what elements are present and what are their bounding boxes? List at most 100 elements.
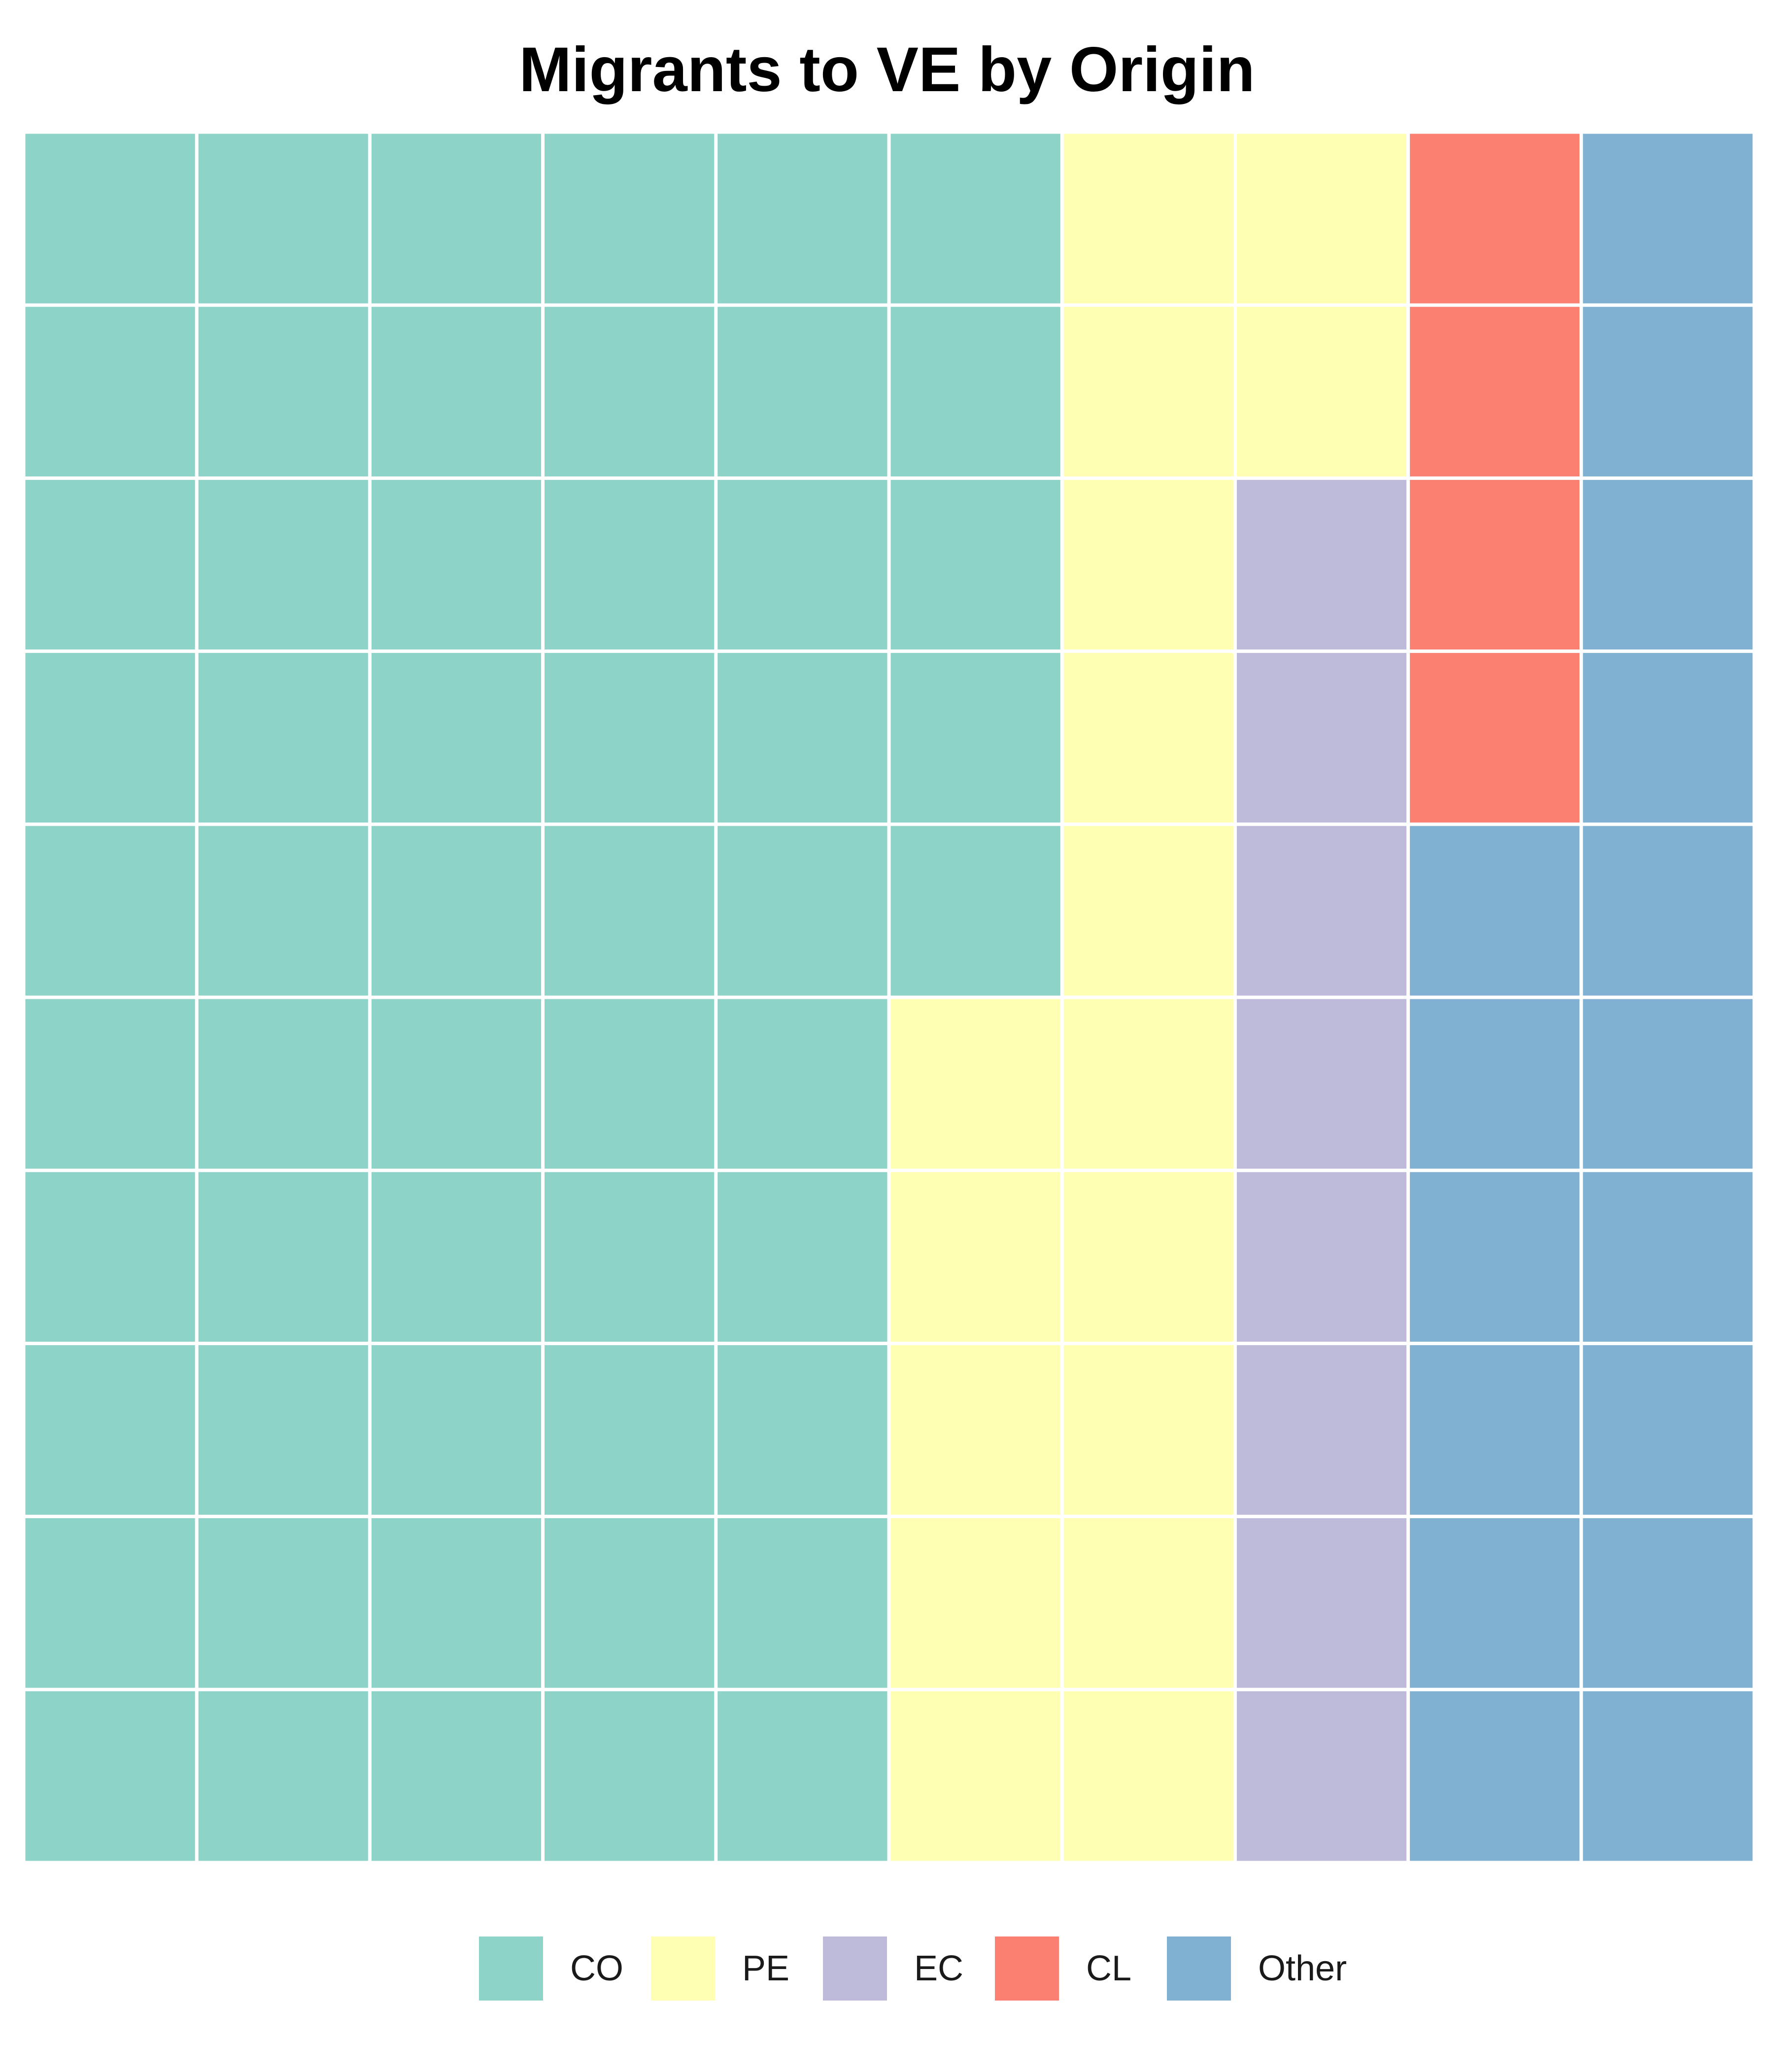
- waffle-cell-co: [198, 1172, 368, 1342]
- waffle-cell-co: [717, 1518, 887, 1688]
- waffle-cell-ec: [1236, 1691, 1407, 1861]
- waffle-cell-co: [198, 999, 368, 1169]
- waffle-cell-pe: [1063, 134, 1233, 304]
- waffle-cell-co: [545, 826, 715, 996]
- waffle-cell-other: [1410, 826, 1580, 996]
- waffle-cell-co: [371, 999, 542, 1169]
- waffle-cell-co: [25, 134, 195, 304]
- waffle-cell-co: [25, 653, 195, 823]
- waffle-cell-co: [371, 653, 542, 823]
- waffle-cell-ec: [1236, 653, 1407, 823]
- waffle-cell-pe: [890, 1172, 1060, 1342]
- waffle-cell-other: [1410, 999, 1580, 1169]
- waffle-cell-co: [25, 1172, 195, 1342]
- waffle-cell-co: [371, 826, 542, 996]
- waffle-cell-pe: [1063, 999, 1233, 1169]
- waffle-cell-co: [890, 826, 1060, 996]
- waffle-cell-co: [198, 1691, 368, 1861]
- waffle-cell-pe: [1063, 1518, 1233, 1688]
- waffle-cell-co: [371, 479, 542, 650]
- waffle-cell-co: [371, 1172, 542, 1342]
- waffle-cell-co: [717, 134, 887, 304]
- waffle-cell-ec: [1236, 826, 1407, 996]
- waffle-cell-pe: [890, 1691, 1060, 1861]
- waffle-cell-co: [25, 1518, 195, 1688]
- chart-title: Migrants to VE by Origin: [519, 34, 1255, 105]
- waffle-cell-cl: [1410, 653, 1580, 823]
- waffle-cell-co: [545, 1691, 715, 1861]
- waffle-cell-co: [371, 1518, 542, 1688]
- waffle-cell-other: [1410, 1518, 1580, 1688]
- waffle-cell-co: [371, 134, 542, 304]
- waffle-cell-other: [1410, 1345, 1580, 1515]
- waffle-cell-pe: [890, 999, 1060, 1169]
- waffle-cell-co: [717, 1345, 887, 1515]
- waffle-cell-pe: [1063, 1172, 1233, 1342]
- waffle-cell-ec: [1236, 1345, 1407, 1515]
- waffle-cell-co: [198, 134, 368, 304]
- waffle-cell-pe: [1236, 134, 1407, 304]
- waffle-cell-cl: [1410, 479, 1580, 650]
- waffle-cell-co: [717, 1172, 887, 1342]
- waffle-cell-co: [25, 999, 195, 1169]
- waffle-cell-other: [1583, 479, 1753, 650]
- waffle-cell-co: [371, 306, 542, 476]
- waffle-cell-co: [25, 306, 195, 476]
- waffle-cell-co: [25, 826, 195, 996]
- waffle-cell-pe: [1063, 653, 1233, 823]
- waffle-cell-ec: [1236, 1172, 1407, 1342]
- waffle-cell-pe: [1063, 479, 1233, 650]
- waffle-cell-co: [371, 1345, 542, 1515]
- waffle-cell-co: [25, 1345, 195, 1515]
- waffle-cell-ec: [1236, 1518, 1407, 1688]
- legend-label-pe: PE: [742, 1949, 789, 1988]
- waffle-cell-co: [198, 479, 368, 650]
- waffle-cell-co: [545, 306, 715, 476]
- waffle-cell-pe: [1063, 306, 1233, 476]
- legend-swatch-cl: [995, 1936, 1059, 2001]
- legend-swatch-ec: [823, 1936, 887, 2001]
- waffle-cell-other: [1583, 1345, 1753, 1515]
- waffle-cell-co: [198, 1518, 368, 1688]
- waffle-cells: [25, 134, 1753, 1861]
- waffle-cell-pe: [1063, 1691, 1233, 1861]
- waffle-cell-co: [545, 1518, 715, 1688]
- waffle-cell-pe: [1063, 826, 1233, 996]
- legend-swatch-other: [1167, 1936, 1231, 2001]
- waffle-cell-co: [198, 826, 368, 996]
- waffle-cell-co: [717, 653, 887, 823]
- waffle-cell-other: [1583, 134, 1753, 304]
- waffle-cell-co: [198, 1345, 368, 1515]
- legend-swatch-pe: [651, 1936, 715, 2001]
- legend: CO PE EC CL Other: [479, 1936, 1347, 2001]
- waffle-cell-co: [545, 999, 715, 1169]
- waffle-cell-other: [1583, 1518, 1753, 1688]
- waffle-cell-co: [198, 306, 368, 476]
- waffle-cell-co: [717, 999, 887, 1169]
- waffle-cell-co: [890, 306, 1060, 476]
- waffle-cell-other: [1583, 1691, 1753, 1861]
- waffle-cell-ec: [1236, 479, 1407, 650]
- waffle-cell-pe: [890, 1345, 1060, 1515]
- waffle-cell-co: [545, 1172, 715, 1342]
- waffle-cell-ec: [1236, 999, 1407, 1169]
- waffle-cell-cl: [1410, 134, 1580, 304]
- waffle-cell-other: [1410, 1172, 1580, 1342]
- waffle-cell-co: [371, 1691, 542, 1861]
- waffle-cell-co: [25, 479, 195, 650]
- waffle-cell-co: [545, 1345, 715, 1515]
- waffle-cell-co: [25, 1691, 195, 1861]
- waffle-cell-co: [717, 306, 887, 476]
- waffle-cell-co: [890, 134, 1060, 304]
- legend-label-other: Other: [1258, 1949, 1347, 1988]
- legend-label-cl: CL: [1086, 1949, 1131, 1988]
- waffle-cell-pe: [1063, 1345, 1233, 1515]
- waffle-cell-pe: [890, 1518, 1060, 1688]
- waffle-cell-other: [1583, 306, 1753, 476]
- waffle-cell-other: [1583, 1172, 1753, 1342]
- waffle-cell-cl: [1410, 306, 1580, 476]
- waffle-cell-other: [1583, 826, 1753, 996]
- waffle-cell-other: [1410, 1691, 1580, 1861]
